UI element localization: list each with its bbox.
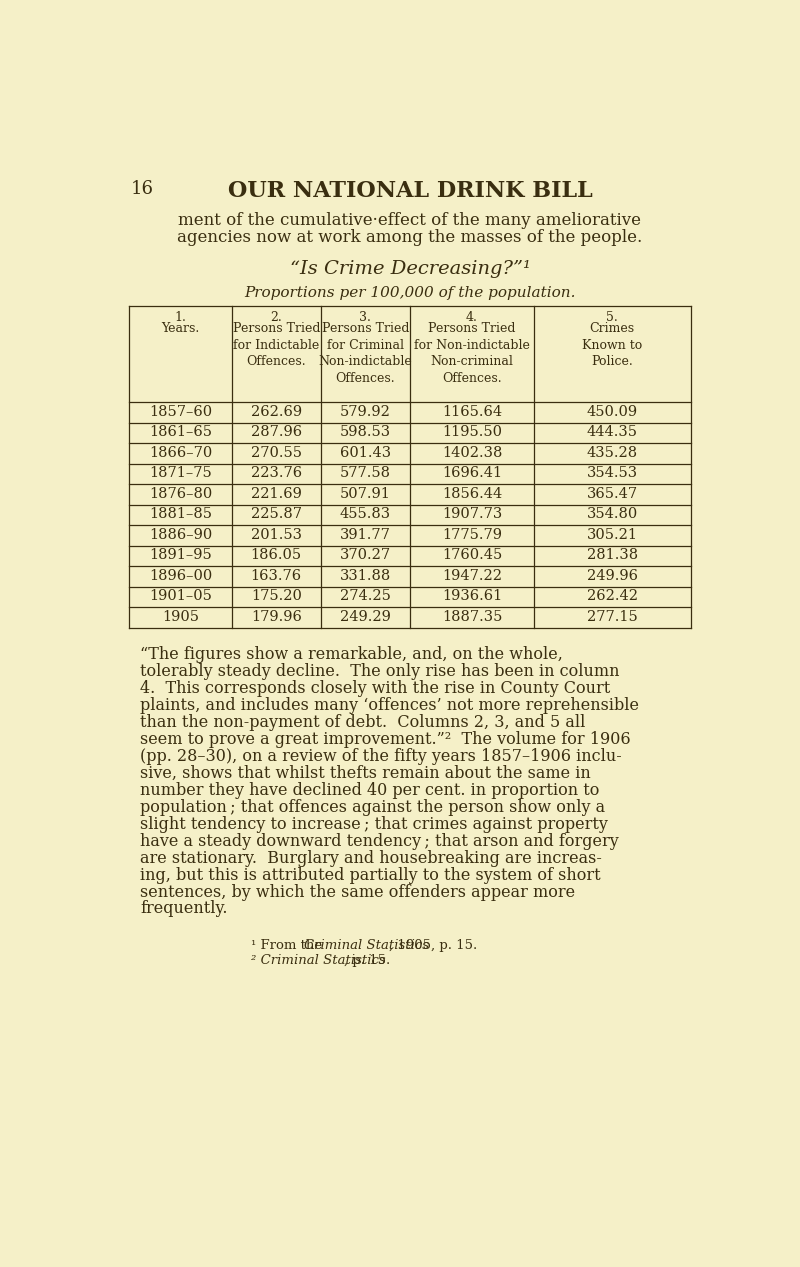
Text: seem to prove a great improvement.”²  The volume for 1906: seem to prove a great improvement.”² The…: [140, 731, 631, 748]
Text: 450.09: 450.09: [586, 404, 638, 419]
Text: Proportions per 100,000 of the population.: Proportions per 100,000 of the populatio…: [244, 286, 576, 300]
Text: 262.42: 262.42: [586, 589, 638, 603]
Text: 354.53: 354.53: [586, 466, 638, 480]
Text: 270.55: 270.55: [251, 446, 302, 460]
Text: tolerably steady decline.  The only rise has been in column: tolerably steady decline. The only rise …: [140, 664, 620, 680]
Text: 1857–60: 1857–60: [149, 404, 212, 419]
Text: ing, but this is attributed partially to the system of short: ing, but this is attributed partially to…: [140, 867, 601, 883]
Text: 277.15: 277.15: [587, 609, 638, 623]
Text: 163.76: 163.76: [250, 569, 302, 583]
Text: 175.20: 175.20: [251, 589, 302, 603]
Text: 3.: 3.: [359, 310, 371, 323]
Text: sentences, by which the same offenders appear more: sentences, by which the same offenders a…: [140, 883, 575, 901]
Text: 1907.73: 1907.73: [442, 507, 502, 521]
Text: 1775.79: 1775.79: [442, 528, 502, 542]
Text: number they have declined 40 per cent. in proportion to: number they have declined 40 per cent. i…: [140, 782, 600, 799]
Text: Crimes
Known to
Police.: Crimes Known to Police.: [582, 322, 642, 369]
Text: “Is Crime Decreasing?”¹: “Is Crime Decreasing?”¹: [290, 260, 530, 277]
Text: 391.77: 391.77: [340, 528, 391, 542]
Text: ¹ From the: ¹ From the: [251, 939, 326, 952]
Text: 225.87: 225.87: [251, 507, 302, 521]
Text: 1402.38: 1402.38: [442, 446, 502, 460]
Text: Criminal Statistics: Criminal Statistics: [304, 939, 429, 952]
Text: 507.91: 507.91: [340, 487, 391, 500]
Text: 601.43: 601.43: [340, 446, 391, 460]
Text: , p. 15.: , p. 15.: [344, 954, 390, 968]
Text: 221.69: 221.69: [251, 487, 302, 500]
Text: Persons Tried
for Criminal
Non-indictable
Offences.: Persons Tried for Criminal Non-indictabl…: [318, 322, 412, 385]
Text: 1887.35: 1887.35: [442, 609, 502, 623]
Text: 1901–05: 1901–05: [149, 589, 212, 603]
Text: 1886–90: 1886–90: [149, 528, 212, 542]
Text: ment of the cumulative·effect of the many ameliorative: ment of the cumulative·effect of the man…: [178, 212, 642, 229]
Text: Persons Tried
for Non-indictable
Non-criminal
Offences.: Persons Tried for Non-indictable Non-cri…: [414, 322, 530, 385]
Text: 1876–80: 1876–80: [149, 487, 212, 500]
Text: 1.: 1.: [174, 310, 186, 323]
Text: 1881–85: 1881–85: [149, 507, 212, 521]
Text: 201.53: 201.53: [251, 528, 302, 542]
Text: 186.05: 186.05: [250, 549, 302, 563]
Text: 1866–70: 1866–70: [149, 446, 212, 460]
Text: plaints, and includes many ‘offences’ not more reprehensible: plaints, and includes many ‘offences’ no…: [140, 697, 639, 715]
Text: agencies now at work among the masses of the people.: agencies now at work among the masses of…: [178, 229, 642, 246]
Text: 4.: 4.: [466, 310, 478, 323]
Text: 281.38: 281.38: [586, 549, 638, 563]
Text: 262.69: 262.69: [250, 404, 302, 419]
Text: 16: 16: [131, 180, 154, 198]
Text: 249.29: 249.29: [340, 609, 391, 623]
Text: 1947.22: 1947.22: [442, 569, 502, 583]
Text: 249.96: 249.96: [586, 569, 638, 583]
Text: 179.96: 179.96: [251, 609, 302, 623]
Text: 287.96: 287.96: [250, 426, 302, 440]
Text: , 1905, p. 15.: , 1905, p. 15.: [389, 939, 478, 952]
Text: ² Criminal Statistics: ² Criminal Statistics: [251, 954, 386, 968]
Text: have a steady downward tendency ; that arson and forgery: have a steady downward tendency ; that a…: [140, 832, 619, 850]
Text: 365.47: 365.47: [586, 487, 638, 500]
Text: are stationary.  Burglary and housebreaking are increas-: are stationary. Burglary and housebreaki…: [140, 850, 602, 867]
Text: 435.28: 435.28: [586, 446, 638, 460]
Text: 1936.61: 1936.61: [442, 589, 502, 603]
Text: 4.  This corresponds closely with the rise in County Court: 4. This corresponds closely with the ris…: [140, 680, 610, 697]
Text: 1856.44: 1856.44: [442, 487, 502, 500]
Text: 1165.64: 1165.64: [442, 404, 502, 419]
Text: OUR NATIONAL DRINK BILL: OUR NATIONAL DRINK BILL: [228, 180, 592, 201]
Text: 305.21: 305.21: [586, 528, 638, 542]
Text: (pp. 28–30), on a review of the fifty years 1857–1906 inclu-: (pp. 28–30), on a review of the fifty ye…: [140, 748, 622, 765]
Text: 331.88: 331.88: [340, 569, 391, 583]
Text: 1896–00: 1896–00: [149, 569, 212, 583]
Text: sive, shows that whilst thefts remain about the same in: sive, shows that whilst thefts remain ab…: [140, 765, 591, 782]
Text: 1195.50: 1195.50: [442, 426, 502, 440]
Text: frequently.: frequently.: [140, 901, 228, 917]
Text: slight tendency to increase ; that crimes against property: slight tendency to increase ; that crime…: [140, 816, 608, 832]
Text: Persons Tried
for Indictable
Offences.: Persons Tried for Indictable Offences.: [233, 322, 320, 369]
Text: 1891–95: 1891–95: [150, 549, 212, 563]
Text: population ; that offences against the person show only a: population ; that offences against the p…: [140, 798, 606, 816]
Text: 579.92: 579.92: [340, 404, 391, 419]
Text: 1861–65: 1861–65: [149, 426, 212, 440]
Text: 2.: 2.: [270, 310, 282, 323]
Text: 577.58: 577.58: [340, 466, 391, 480]
Text: Years.: Years.: [162, 322, 200, 336]
Text: 274.25: 274.25: [340, 589, 391, 603]
Text: 1871–75: 1871–75: [150, 466, 212, 480]
Text: 5.: 5.: [606, 310, 618, 323]
Text: 1905: 1905: [162, 609, 199, 623]
Text: 598.53: 598.53: [340, 426, 391, 440]
Text: 354.80: 354.80: [586, 507, 638, 521]
Text: 1760.45: 1760.45: [442, 549, 502, 563]
Text: 444.35: 444.35: [586, 426, 638, 440]
Text: 370.27: 370.27: [340, 549, 391, 563]
Text: 455.83: 455.83: [340, 507, 391, 521]
Text: than the non-payment of debt.  Columns 2, 3, and 5 all: than the non-payment of debt. Columns 2,…: [140, 715, 586, 731]
Text: 223.76: 223.76: [250, 466, 302, 480]
Text: “The figures show a remarkable, and, on the whole,: “The figures show a remarkable, and, on …: [140, 646, 563, 664]
Text: 1696.41: 1696.41: [442, 466, 502, 480]
